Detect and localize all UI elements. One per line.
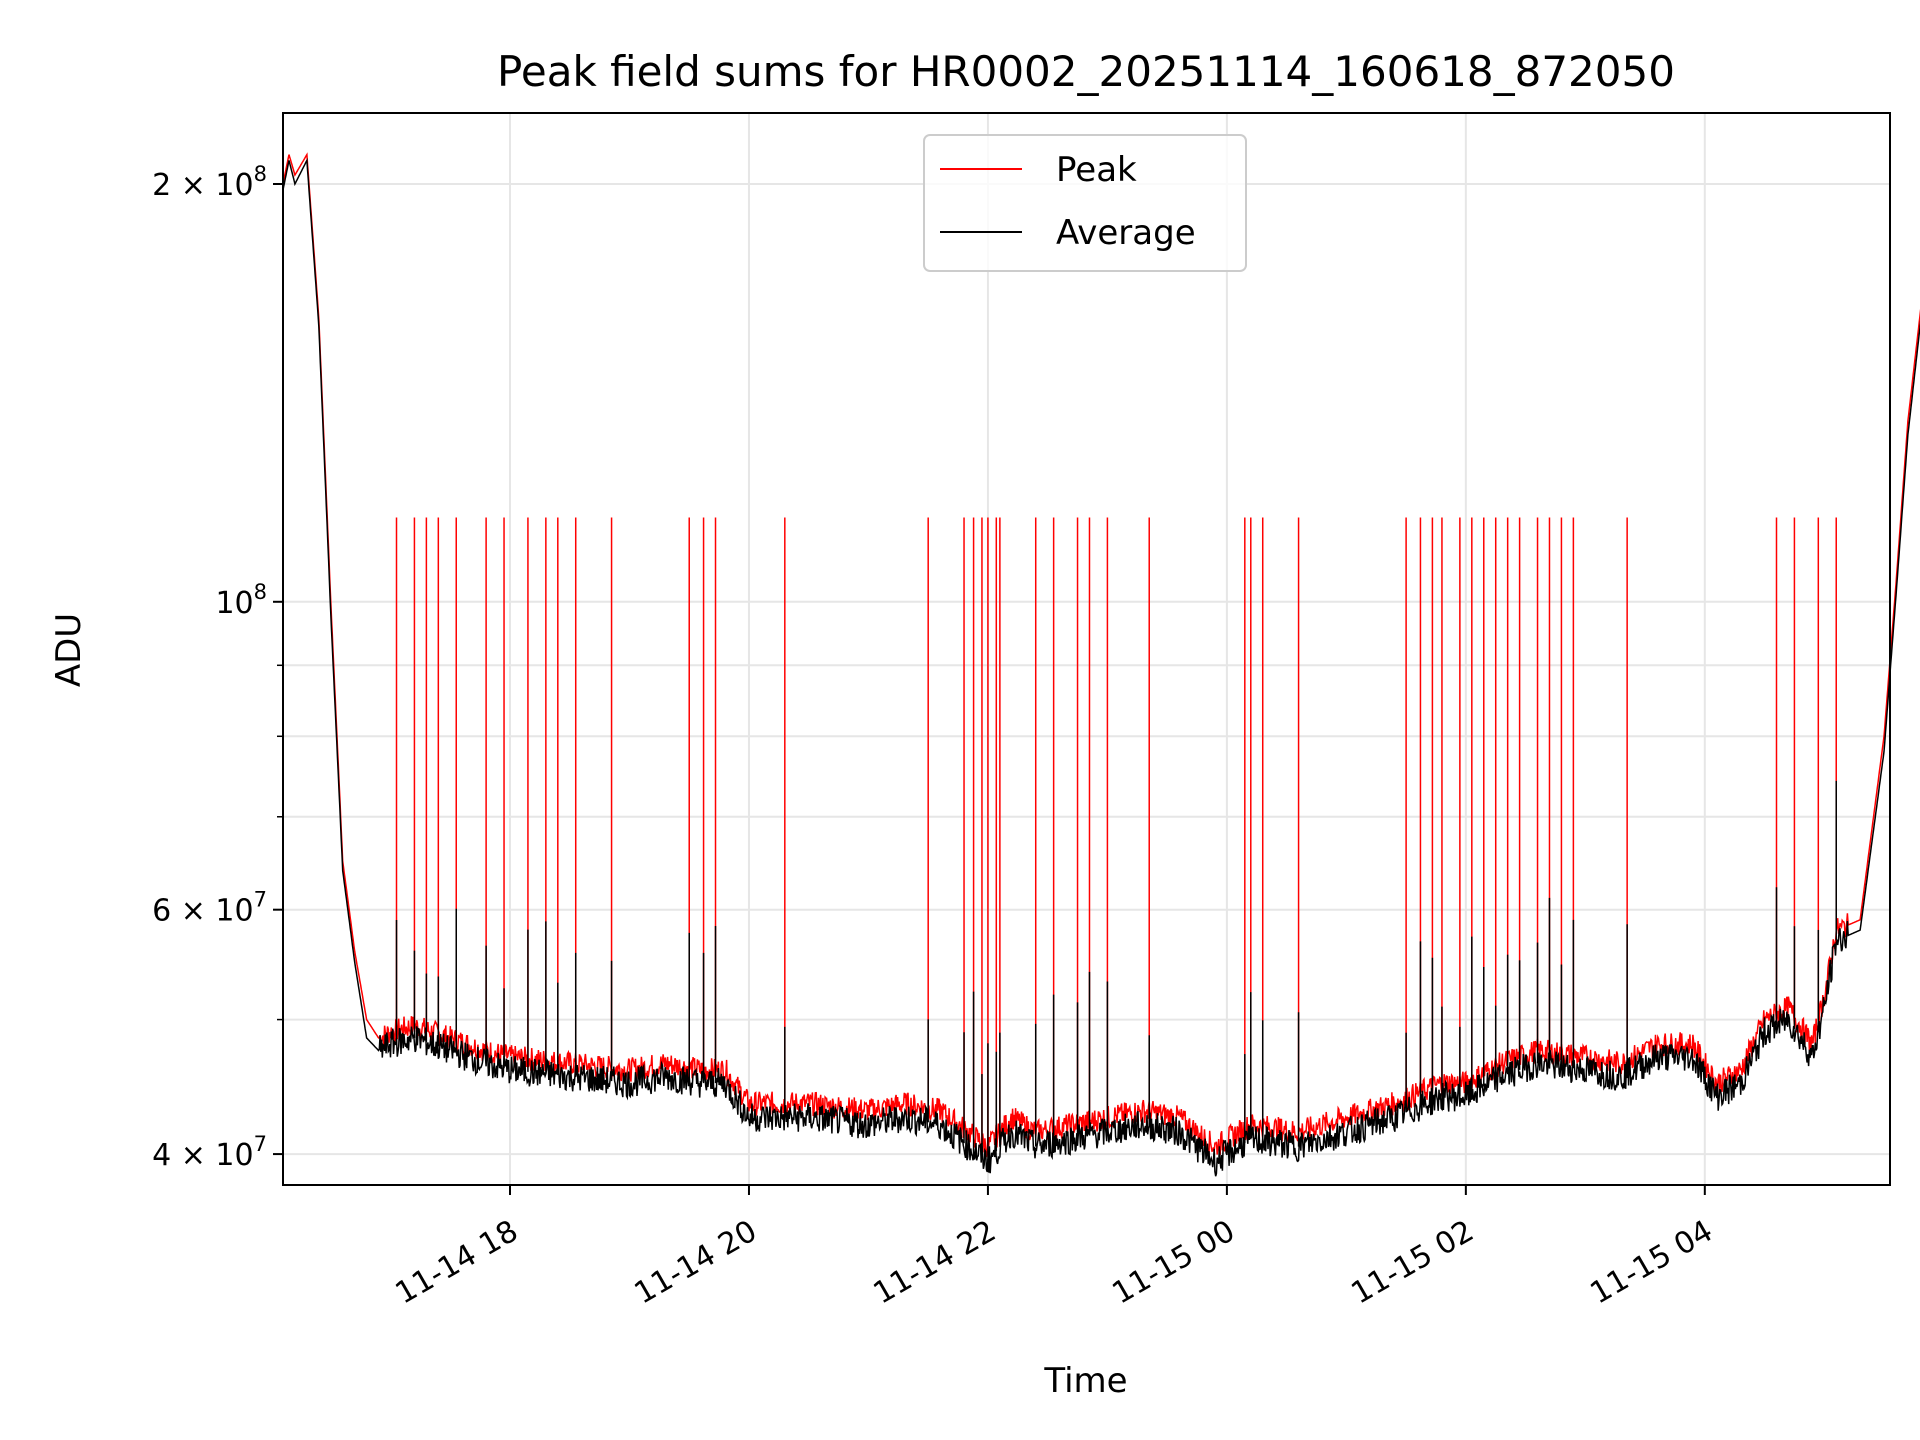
legend-label-peak: Peak — [1056, 150, 1137, 190]
chart-title: Peak field sums for HR0002_20251114_1606… — [497, 47, 1675, 96]
plot-frame — [282, 112, 1891, 1186]
y-tick-label: 2 × 108 — [152, 162, 267, 203]
y-tick-exponent: 8 — [254, 162, 267, 186]
y-tick-label: 4 × 107 — [152, 1132, 267, 1173]
x-axis-title: Time — [1043, 1361, 1127, 1401]
legend-label-average: Average — [1056, 213, 1196, 253]
legend: Peak Average — [923, 134, 1247, 272]
series-layer — [282, 152, 1920, 1177]
series-line-average — [282, 157, 1920, 1177]
y-axis-title: ADU — [49, 613, 89, 687]
y-tick-exponent: 8 — [254, 580, 267, 604]
y-tick-exponent: 7 — [254, 1132, 267, 1156]
y-tick-label: 6 × 107 — [152, 888, 267, 929]
y-tick-exponent: 7 — [254, 888, 267, 912]
